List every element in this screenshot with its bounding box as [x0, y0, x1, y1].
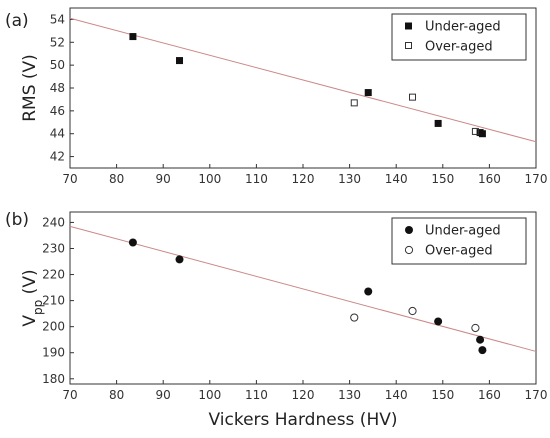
- panel-b-point-over-aged: [471, 323, 480, 333]
- panel-a-x-tick-label: 110: [245, 172, 268, 186]
- panel-b-x-tick-label: 160: [478, 388, 501, 402]
- panel-a: (a) 42 44 46 48 50 52 54 70 80 90 100 110 120 130 140…: [5, 7, 547, 186]
- panel-b-y-ticks: 180 190 200 210 220 230 240: [42, 215, 74, 386]
- panel-b-x-tick-label: 70: [62, 388, 77, 402]
- panel-b-x-tick-label: 100: [198, 388, 221, 402]
- panel-b-x-axis-title: Vickers Hardness (HV): [209, 410, 398, 430]
- panel-b-point-under-aged: [128, 238, 137, 247]
- panel-a-x-tick-label: 140: [385, 172, 408, 186]
- panel-a-points: [129, 33, 486, 138]
- panel-a-x-tick-label: 70: [62, 172, 77, 186]
- panel-b-y-tick-label: 220: [42, 268, 65, 282]
- panel-b-legend-box: [391, 217, 527, 265]
- panel-a-legend-marker-over-aged: [405, 42, 412, 49]
- panel-a-fit-line: [69, 17, 537, 143]
- panel-b-y-axis-title-unit: (V): [20, 269, 40, 299]
- panel-b-y-tick-label: 180: [42, 372, 65, 386]
- panel-a-x-ticks: 70 80 90 100 110 120 130 140 150 160 170: [62, 164, 547, 186]
- panel-b-point-under-aged: [364, 287, 373, 296]
- panel-a-point-under-aged: [434, 119, 442, 127]
- panel-b-x-tick-label: 170: [525, 388, 548, 402]
- panel-b-y-axis-title-main: V: [20, 315, 40, 327]
- panel-b-x-tick-label: 110: [245, 388, 268, 402]
- panel-b-x-tick-label: 130: [338, 388, 361, 402]
- panel-b-x-tick-label: 150: [431, 388, 454, 402]
- panel-a-point-under-aged: [129, 33, 137, 41]
- panel-b-point-under-aged: [476, 335, 485, 344]
- panel-b-legend-label-under-aged: Under-aged: [425, 224, 501, 239]
- panel-b-legend-marker-under-aged: [405, 226, 413, 234]
- panel-a-point-over-aged: [350, 99, 358, 107]
- panel-b-point-under-aged: [434, 317, 443, 326]
- panel-a-legend-box: [391, 13, 527, 61]
- panel-b-point-over-aged: [408, 306, 417, 316]
- panel-b-x-tick-label: 140: [385, 388, 408, 402]
- panel-b: (b) 180 190 200 210 220 230 240 70 80 90 100 110 12…: [5, 210, 547, 430]
- panel-b-y-tick-label: 210: [42, 294, 65, 308]
- panel-a-point-under-aged: [176, 57, 184, 65]
- panel-b-x-tick-label: 120: [292, 388, 315, 402]
- panel-b-y-tick-label: 190: [42, 346, 65, 360]
- panel-b-x-ticks: 70 80 90 100 110 120 130 140 150 160 170: [62, 380, 547, 402]
- panel-b-y-axis-title: Vpp (V): [20, 269, 45, 326]
- panel-b-y-tick-label: 200: [42, 320, 65, 334]
- panel-b-x-tick-label: 90: [156, 388, 171, 402]
- panel-a-y-tick-label: 42: [50, 150, 65, 164]
- panel-a-x-tick-label: 170: [525, 172, 548, 186]
- panel-b-y-tick-label: 240: [42, 215, 65, 229]
- panel-a-legend-marker-under-aged: [405, 22, 412, 30]
- panel-a-x-tick-label: 160: [478, 172, 501, 186]
- panel-a-y-ticks: 42 44 46 48 50 52 54: [50, 12, 74, 164]
- panel-a-x-tick-label: 130: [338, 172, 361, 186]
- panel-b-label: (b): [5, 210, 29, 230]
- panel-a-point-under-aged: [478, 130, 486, 138]
- panel-b-fit-line: [69, 225, 537, 352]
- panel-a-y-axis-title: RMS (V): [20, 54, 40, 122]
- panel-a-legend-label-under-aged: Under-aged: [425, 20, 501, 35]
- panel-a-y-tick-label: 54: [50, 12, 65, 26]
- panel-a-point-over-aged: [409, 93, 417, 101]
- panel-a-x-tick-label: 100: [198, 172, 221, 186]
- panel-a-y-tick-label: 44: [50, 127, 65, 141]
- panel-a-label: (a): [5, 11, 29, 31]
- panel-b-y-tick-label: 230: [42, 241, 65, 255]
- panel-a-x-tick-label: 90: [156, 172, 171, 186]
- panel-b-point-under-aged: [175, 255, 184, 264]
- panel-b-point-over-aged: [350, 313, 359, 322]
- panel-b-y-axis-title-subscript: pp: [31, 300, 45, 315]
- panel-a-y-tick-label: 48: [50, 81, 65, 95]
- panel-a-point-over-aged: [471, 127, 479, 135]
- panel-b-legend-label-over-aged: Over-aged: [425, 244, 493, 259]
- panel-b-legend-marker-over-aged: [404, 245, 414, 255]
- panel-a-y-tick-label: 52: [50, 35, 65, 49]
- panel-b-legend: Under-aged Over-aged: [391, 217, 527, 265]
- panel-a-x-tick-label: 150: [431, 172, 454, 186]
- panel-b-points: [128, 238, 487, 355]
- panel-a-y-tick-label: 50: [50, 58, 65, 72]
- panel-b-point-under-aged: [478, 346, 487, 355]
- panel-a-y-tick-label: 46: [50, 104, 65, 118]
- panel-a-x-tick-label: 120: [292, 172, 315, 186]
- panel-a-point-under-aged: [364, 89, 372, 97]
- panel-a-legend: Under-aged Over-aged: [391, 13, 527, 61]
- panel-a-x-tick-label: 80: [109, 172, 124, 186]
- panel-b-x-tick-label: 80: [109, 388, 124, 402]
- panel-a-legend-label-over-aged: Over-aged: [425, 40, 493, 55]
